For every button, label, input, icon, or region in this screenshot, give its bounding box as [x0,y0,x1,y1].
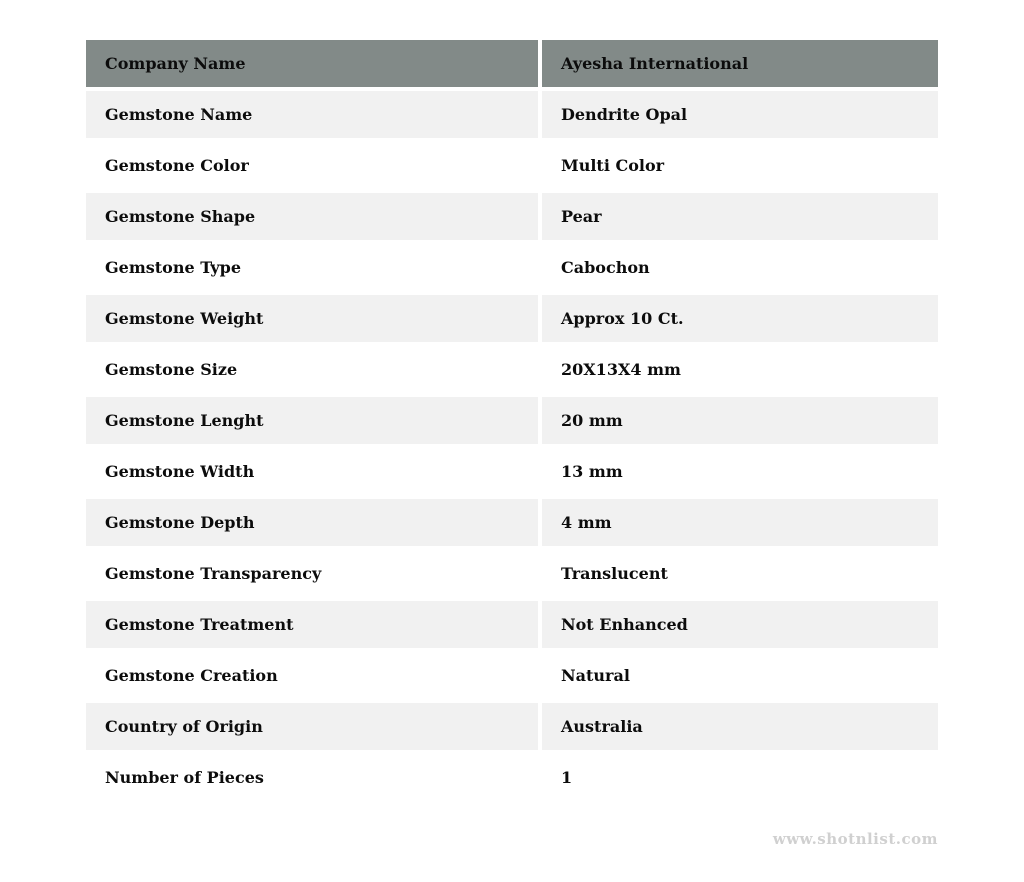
spec-label: Gemstone Width [86,448,538,495]
spec-label: Number of Pieces [86,754,538,801]
table-row: Gemstone Name Dendrite Opal [86,91,938,138]
spec-value: Cabochon [542,244,938,291]
site-watermark: www.shotnlist.com [772,830,938,848]
spec-label: Gemstone Lenght [86,397,538,444]
table-row: Country of Origin Australia [86,703,938,750]
gemstone-spec-table: Company Name Ayesha International Gemsto… [86,40,938,805]
table-row: Gemstone Type Cabochon [86,244,938,291]
spec-value: 13 mm [542,448,938,495]
spec-label: Gemstone Treatment [86,601,538,648]
spec-value: Dendrite Opal [542,91,938,138]
spec-value: Translucent [542,550,938,597]
spec-value: Pear [542,193,938,240]
spec-value: Not Enhanced [542,601,938,648]
table-header-row: Company Name Ayesha International [86,40,938,87]
spec-value: 1 [542,754,938,801]
table-row: Gemstone Weight Approx 10 Ct. [86,295,938,342]
spec-value: Natural [542,652,938,699]
spec-value: 4 mm [542,499,938,546]
table-row: Gemstone Transparency Translucent [86,550,938,597]
table-row: Gemstone Size 20X13X4 mm [86,346,938,393]
table-row: Gemstone Creation Natural [86,652,938,699]
spec-label: Gemstone Shape [86,193,538,240]
spec-label: Gemstone Transparency [86,550,538,597]
spec-label: Gemstone Type [86,244,538,291]
spec-label: Gemstone Weight [86,295,538,342]
header-value-cell: Ayesha International [542,40,938,87]
table-row: Gemstone Treatment Not Enhanced [86,601,938,648]
table-row: Gemstone Lenght 20 mm [86,397,938,444]
spec-value: 20X13X4 mm [542,346,938,393]
table-row: Number of Pieces 1 [86,754,938,801]
spec-label: Gemstone Name [86,91,538,138]
table-row: Gemstone Depth 4 mm [86,499,938,546]
table-row: Gemstone Width 13 mm [86,448,938,495]
table-row: Gemstone Color Multi Color [86,142,938,189]
spec-label: Gemstone Depth [86,499,538,546]
table-row: Gemstone Shape Pear [86,193,938,240]
spec-value: 20 mm [542,397,938,444]
spec-label: Gemstone Color [86,142,538,189]
spec-label: Country of Origin [86,703,538,750]
spec-value: Multi Color [542,142,938,189]
spec-value: Approx 10 Ct. [542,295,938,342]
spec-label: Gemstone Creation [86,652,538,699]
spec-label: Gemstone Size [86,346,538,393]
spec-value: Australia [542,703,938,750]
header-label-cell: Company Name [86,40,538,87]
